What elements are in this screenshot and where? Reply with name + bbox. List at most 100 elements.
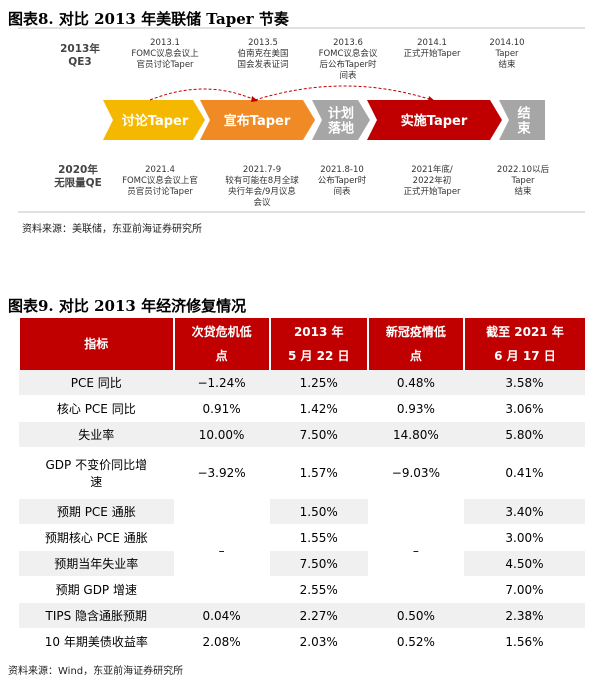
row: 预期核心 PCE 通胀 1.55% 3.00% [19,524,585,551]
event-text: 正式开始Taper [403,48,461,59]
cell: 0.48% [367,370,464,396]
text-line: 2013 年 [293,325,344,339]
text-line: 速 [90,475,103,489]
event-text: 2014.10 [489,38,524,48]
cell: 1.56% [463,628,585,655]
stage-label: 结 [517,106,530,122]
header-cell: 2013 年 5 月 22 日 [268,318,368,370]
event-text: 结束 [514,186,532,197]
event-text: 正式开始Taper [403,186,461,197]
event-text: 2021年底/ [411,164,453,175]
event-text: FOMC议息会议上官 [122,175,198,186]
cell: 3.58% [463,370,585,396]
stage-label: 宣布Taper [224,113,291,129]
stage-arrow [499,100,545,140]
event-text: 2014.1 [417,38,447,48]
cell: 0.50% [367,602,464,629]
connector [254,85,433,101]
cell: −9.03% [367,447,464,499]
figure-title: 图表8. 对比 2013 年美联储 Taper 节奏 [8,10,289,28]
cell: 核心 PCE 同比 [19,395,174,422]
event-text: Taper [510,176,535,186]
cell: −1.24% [173,370,270,396]
event-text: FOMC议息会议 [319,48,378,59]
cell: GDP 不变价同比增速 [19,447,174,499]
cell: 1.25% [269,370,368,396]
cell: 预期 PCE 通胀 [19,498,174,525]
row: 核心 PCE 同比 0.91% 1.42% 0.93% 3.06% [19,395,585,422]
connector [149,88,256,101]
event-text: 2022.10以后 [497,164,550,175]
cell: 7.50% [269,550,368,577]
header-cell: 截至 2021 年 6 月 17 日 [462,318,585,370]
cell: 5.80% [463,421,585,448]
cell: 2.38% [463,602,585,629]
event-text: 公布Taper时 [318,175,367,186]
table: 指标 次贷危机低点 2013 年 5 月 22 日 新冠疫情低点 截至 2021 年 6 月… [18,318,585,655]
row: 失业率 10.00% 7.50% 14.80% 5.80% [19,421,585,448]
header-cell: 指标 [18,318,174,370]
cell: 3.00% [463,524,585,551]
cell: 2.27% [269,602,368,629]
cell: 1.55% [269,524,368,551]
cell: 2.55% [269,576,368,603]
event-text: 2013.1 [150,38,180,48]
stage-arrow [312,100,370,140]
row: GDP 不变价同比增速 −3.92% 1.57% −9.03% 0.41% [19,447,585,499]
cell: 2.03% [269,628,368,655]
cell: – [367,498,464,603]
cell: 0.04% [173,602,270,629]
event-text: 间表 [333,186,351,197]
cell: 预期当年失业率 [19,550,174,577]
cell: 0.52% [367,628,464,655]
cell: 4.50% [463,550,585,577]
event-text: FOMC议息会议上 [131,48,199,59]
event-text: 较有可能在8月全球 [225,175,299,186]
text-line: 截至 2021 年 [486,325,564,339]
event-text: Taper [494,49,519,59]
stage-label: 讨论Taper [122,113,189,129]
event-text: 央行年会/9月议息 [228,186,296,197]
cell: 10.00% [173,421,270,448]
row-label: QE3 [68,56,91,68]
stage-label: 束 [517,121,531,137]
stage-arrow [200,100,315,140]
cell: 1.42% [269,395,368,422]
cell: 3.40% [463,498,585,525]
row: 10 年期美债收益率 2.08% 2.03% 0.52% 1.56% [19,628,585,655]
row-label: 2013年 [60,42,100,55]
row: 预期当年失业率 7.50% 4.50% [19,550,585,577]
row-label: 2020年 [58,163,98,176]
event-text: 2021.7-9 [243,165,281,175]
cell: 10 年期美债收益率 [19,628,174,655]
cell: 1.57% [269,447,368,499]
cell: 7.00% [463,576,585,603]
cell: 1.50% [269,498,368,525]
event-text: 2013.6 [333,38,363,48]
cell: 14.80% [367,421,464,448]
stage-arrow [103,100,205,140]
text-line: 6 月 17 日 [494,349,556,363]
text-line: 指标 [84,337,109,351]
text-line: 新冠疫情低 [385,325,446,339]
stage-arrow [367,100,502,140]
cell: 0.93% [367,395,464,422]
header-cell: 新冠疫情低点 [366,318,464,370]
row: 预期 PCE 通胀 –1.50% –3.40% [19,498,585,603]
event-text: 员官员讨论Taper [127,186,193,197]
cell: – [173,498,270,603]
row-label: 无限量QE [53,176,102,189]
cell: 失业率 [19,421,174,448]
cell: 3.06% [463,395,585,422]
event-text: 官员讨论Taper [136,59,194,70]
row: PCE 同比 −1.24% 1.25% 0.48% 3.58% [19,370,585,396]
cell: 2.08% [173,628,270,655]
event-text: 伯南克在美国 [237,48,288,59]
event-text: 2021.8-10 [320,165,364,175]
table-title: 图表9. 对比 2013 年经济修复情况 [8,297,247,315]
event-text: 国会发表证词 [237,59,288,70]
cell: 7.50% [269,421,368,448]
stage-label: 实施Taper [401,113,468,129]
cell: TIPS 隐含通胀预期 [19,602,174,629]
